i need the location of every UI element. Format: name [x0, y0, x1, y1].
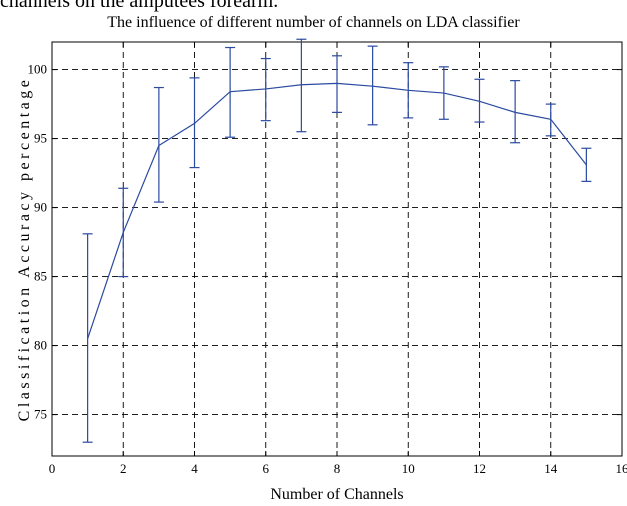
x-tick-label: 4 — [191, 461, 198, 476]
x-tick-label: 14 — [544, 461, 558, 476]
y-axis-label: Classification Accuracy percentage — [16, 77, 33, 422]
y-tick-label: 85 — [34, 269, 47, 284]
x-axis-label: Number of Channels — [270, 486, 403, 503]
y-tick-labels: 75 80 85 90 95 100 — [28, 62, 48, 422]
y-tick-label: 95 — [34, 131, 47, 146]
x-tick-label: 0 — [49, 461, 56, 476]
chart-title: The influence of different number of cha… — [107, 14, 520, 31]
x-tick-label: 12 — [473, 461, 486, 476]
x-tick-label: 8 — [334, 461, 341, 476]
x-tick-labels: 0 2 4 6 8 10 12 14 16 — [49, 461, 627, 476]
error-bars — [82, 38, 592, 443]
y-tick-label: 90 — [34, 200, 47, 215]
y-tick-label: 80 — [34, 338, 47, 353]
clipped-body-text: channels on the amputees forearm. — [0, 0, 279, 12]
y-tick-label: 100 — [28, 62, 48, 77]
x-tick-label: 16 — [616, 461, 627, 476]
x-tick-label: 6 — [263, 461, 270, 476]
x-tick-label: 10 — [402, 461, 415, 476]
x-tick-label: 2 — [120, 461, 127, 476]
accuracy-series-line — [87, 82, 587, 339]
y-tick-label: 75 — [34, 407, 47, 422]
tick-marks — [51, 42, 623, 456]
